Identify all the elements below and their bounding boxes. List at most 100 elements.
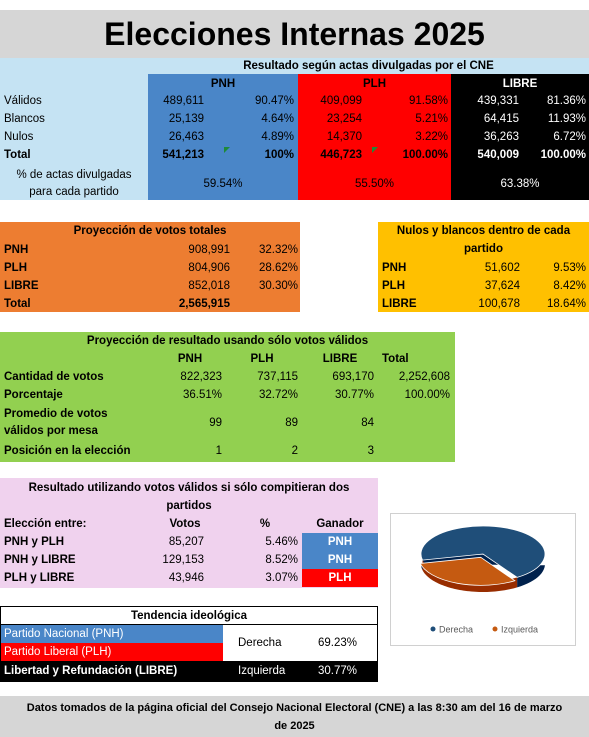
projection-votes: 804,906 <box>188 262 230 274</box>
duel-winner-badge <box>302 551 378 569</box>
tendencia-derecha: Derecha <box>238 637 282 649</box>
page-title: Elecciones Internas 2025 <box>0 10 589 58</box>
validos-row-label: Promedio de votos <box>4 408 108 420</box>
cne-pnh-pct: 4.89% <box>261 131 294 143</box>
projection-pct: 32.32% <box>258 244 298 256</box>
tendencia-libre: Libertad y Refundación (LIBRE) <box>4 665 178 677</box>
validos-value: 32.72% <box>258 389 298 401</box>
projection-row-label: Total <box>4 298 31 310</box>
legend-marker-derecha <box>430 626 436 632</box>
duel-winner: PNH <box>327 536 353 548</box>
duel-pct: 3.07% <box>265 572 298 584</box>
validos-value: 693,170 <box>332 371 374 383</box>
cne-plh-votes: 14,370 <box>326 131 362 143</box>
duel-votes: 129,153 <box>162 554 204 566</box>
validos-header: Proyección de resultado usando sólo voto… <box>86 335 369 347</box>
tendencia-izquierda-pct: 30.77% <box>318 665 358 677</box>
tendencia-libre-bar <box>1 661 377 681</box>
cne-libre-votes: 439,331 <box>477 95 519 107</box>
tendencia-header: Tendencia ideológica <box>130 610 248 622</box>
projection-row-label: LIBRE <box>4 280 39 292</box>
cne-pnh-votes: 541,213 <box>162 149 204 161</box>
ideology-pie-svg: Derecha Izquierda <box>419 525 546 635</box>
cne-pnh-pct: 100% <box>264 149 294 161</box>
validos-row-label: válidos por mesa <box>4 425 98 437</box>
nulos-pct: 8.42% <box>553 280 586 292</box>
nulos-blancos-header: Nulos y blancos dentro de cada <box>396 225 571 237</box>
tendencia-pnh: Partido Nacional (PNH) <box>4 628 124 640</box>
pie-slice-izquierda <box>419 556 516 586</box>
duel-row-label: PNH y LIBRE <box>4 554 76 566</box>
projection-header: Proyección de votos totales <box>73 225 227 237</box>
legend-marker-izquierda <box>492 626 498 632</box>
cne-results-table <box>0 58 589 200</box>
cne-col-pnh: PNH <box>210 78 236 90</box>
cne-libre-pct: 81.36% <box>546 95 586 107</box>
projection-votes: 2,565,915 <box>178 298 230 310</box>
tendencia-plh-bar <box>1 643 223 661</box>
duel-row-label: PLH y LIBRE <box>4 572 75 584</box>
validos-col: PNH <box>177 353 203 365</box>
cne-libre-pct: 100.00% <box>540 149 586 161</box>
cne-libre-votes: 36,263 <box>483 131 519 143</box>
validos-value: 1 <box>215 445 222 457</box>
actas-label: % de actas divulgadas <box>16 169 132 181</box>
legend-label-derecha: Derecha <box>439 625 473 635</box>
validos-value: 3 <box>367 445 374 457</box>
validos-value: 2 <box>291 445 298 457</box>
projection-pct: 30.30% <box>258 280 298 292</box>
projection-pct: 28.62% <box>258 262 298 274</box>
cne-row-label: Válidos <box>4 95 42 107</box>
cne-pnh-votes: 26,463 <box>168 131 204 143</box>
projection-votes: 852,018 <box>188 280 230 292</box>
validos-value: 737,115 <box>257 371 298 383</box>
nulos-blancos-table <box>378 222 589 312</box>
cne-col-plh: PLH <box>363 78 386 90</box>
cne-pnh-pct: 4.64% <box>261 113 294 125</box>
footer-note: de 2025 <box>274 720 315 732</box>
nulos-pct: 18.64% <box>546 298 586 310</box>
tendencia-derecha-pct: 69.23% <box>318 637 358 649</box>
cne-row-label: Nulos <box>4 131 34 143</box>
duel-col-pct: % <box>259 518 271 530</box>
validos-col: LIBRE <box>322 353 358 365</box>
cne-libre-pct: 11.93% <box>547 113 586 125</box>
projection-row-label: PNH <box>4 244 29 256</box>
cne-col-libre: LIBRE <box>502 78 538 90</box>
validos-value: 99 <box>209 417 222 429</box>
nulos-votes: 51,602 <box>484 262 520 274</box>
comment-marker-icon <box>224 147 230 153</box>
pie-slice-derecha <box>420 525 546 578</box>
duel-col-ganador: Ganador <box>316 518 364 530</box>
validos-value: 100.00% <box>404 389 450 401</box>
comment-marker-icon <box>372 147 378 153</box>
validos-value: 2,252,608 <box>398 371 450 383</box>
cne-row-label: Total <box>4 149 31 161</box>
ideology-chart: Derecha Izquierda <box>390 513 576 646</box>
validos-row-label: Posición en la elección <box>4 445 131 457</box>
tendencia-header-line <box>0 624 378 625</box>
actas-label: para cada partido <box>29 186 119 198</box>
cne-pnh-votes: 25,139 <box>168 113 204 125</box>
cne-row-label: Blancos <box>4 113 45 125</box>
footer-note: Datos tomados de la página oficial del C… <box>26 702 563 714</box>
nulos-votes: 37,624 <box>484 280 520 292</box>
duel-winner: PLH <box>328 572 352 584</box>
duel-row-label: PNH y PLH <box>4 536 65 548</box>
validos-value: 822,323 <box>180 371 222 383</box>
duel-header: partidos <box>166 500 212 512</box>
nulos-votes: 100,678 <box>478 298 520 310</box>
cne-plh-votes: 446,723 <box>320 149 362 161</box>
projection-votes: 908,991 <box>188 244 230 256</box>
validos-value: 89 <box>285 417 298 429</box>
cne-pnh-votes: 489,611 <box>163 95 204 107</box>
validos-col: Total <box>382 353 409 365</box>
duel-col-label: Elección entre: <box>4 518 87 530</box>
cne-libre-votes: 540,009 <box>477 149 519 161</box>
tendencia-pnh-bar <box>1 625 223 643</box>
projection-table <box>0 222 300 312</box>
actas-plh: 55.50% <box>354 178 394 190</box>
duel-winner-badge <box>302 533 378 551</box>
validos-row-label: Cantidad de votos <box>4 371 104 383</box>
validos-value: 36.51% <box>182 389 222 401</box>
